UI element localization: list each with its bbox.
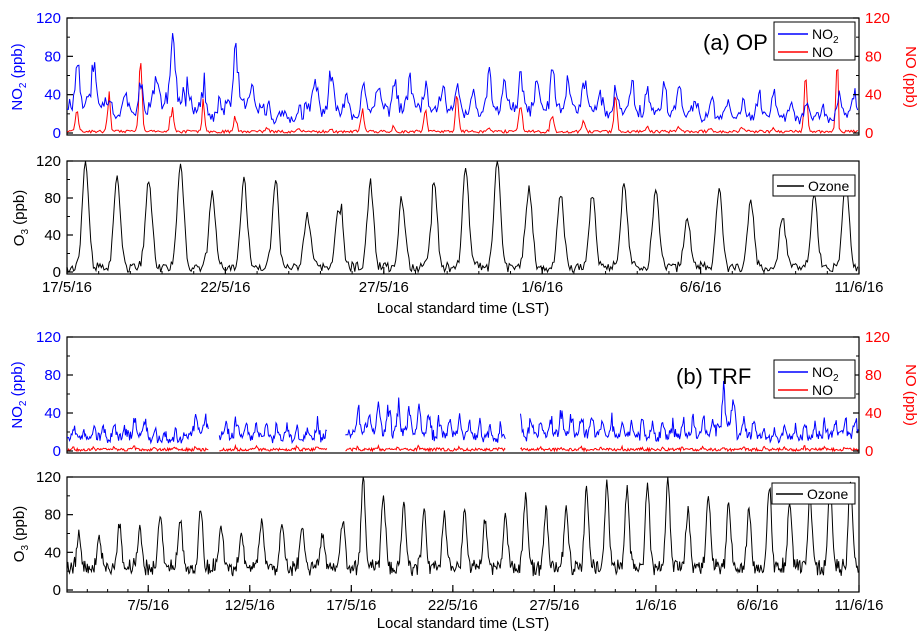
y-tick-label: 80: [44, 48, 61, 65]
y-tick-label: 0: [865, 443, 873, 460]
y-axis-right-ticks: 0 40 80 120: [853, 10, 890, 142]
panel-b-bottom: 0 40 80 120 7/5/16 12/5/16 17/5/16 22/5/16 27/5…: [11, 469, 883, 632]
y-tick-label: 80: [44, 190, 61, 207]
plot-frame: [66, 17, 860, 136]
y-tick-label: 0: [865, 125, 873, 142]
y-tick-label: 120: [865, 329, 890, 346]
y-tick-label: 0: [53, 582, 61, 599]
x-tick-label: 12/5/16: [225, 597, 275, 614]
ozone-series-line: [67, 477, 859, 577]
y-axis-label-left: NO2 (ppb): [9, 43, 29, 110]
legend-label-ozone: Ozone: [807, 486, 848, 502]
y-tick-label: 40: [44, 405, 61, 422]
no-series-line: [67, 443, 859, 453]
y-tick-label: 80: [865, 48, 882, 65]
legend: Ozone: [771, 482, 856, 505]
x-tick-label: 1/6/16: [521, 279, 563, 296]
x-axis-ticks: 17/5/16 22/5/16 27/5/16 1/6/16 6/6/16 11/6/16: [42, 267, 883, 296]
y-tick-label: 40: [44, 227, 61, 244]
x-tick-label: 27/5/16: [529, 597, 579, 614]
y-tick-label: 120: [36, 153, 61, 170]
x-tick-label: 17/5/16: [326, 597, 376, 614]
x-tick-label: 17/5/16: [42, 279, 92, 296]
legend-label-no2: NO2: [812, 364, 839, 384]
y-tick-label: 120: [36, 469, 61, 486]
x-tick-label: 22/5/16: [428, 597, 478, 614]
y-axis-label-left: NO2 (ppb): [9, 361, 29, 428]
x-tick-label: 11/6/16: [835, 279, 884, 296]
plot-frame: [66, 476, 860, 593]
no-series-line: [67, 63, 858, 135]
x-tick-label: 6/6/16: [680, 279, 722, 296]
panel-a-bottom: 0 40 80 120 17/5/16 22/5/16 27/5/16 1/6/16 6/6/…: [11, 153, 883, 317]
y-tick-label: 40: [865, 87, 882, 104]
x-tick-label: 1/6/16: [635, 597, 677, 614]
legend-box: [773, 359, 856, 399]
y-tick-label: 120: [865, 10, 890, 27]
y-tick-label: 80: [44, 367, 61, 384]
legend-box: [771, 482, 856, 505]
x-axis-label: Local standard time (LST): [377, 300, 550, 317]
panel-label: (b) TRF: [676, 364, 751, 389]
x-tick-label: 22/5/16: [200, 279, 250, 296]
panel-b-top: 0 40 80 120 0 40 80 120 NO2 (ppb) NO (ppb) (b)…: [9, 329, 919, 460]
x-axis-ticks: 7/5/16 12/5/16 17/5/16 22/5/16 27/5/16 1/6/16…: [66, 585, 884, 614]
no2-series-line: [67, 380, 859, 445]
x-tick-label: 11/6/16: [835, 597, 884, 614]
legend-box: [773, 21, 856, 61]
plot-frame: [66, 160, 860, 275]
legend-label-no2: NO2: [812, 26, 839, 46]
x-tick-label: 6/6/16: [737, 597, 779, 614]
legend-label-ozone: Ozone: [808, 178, 849, 194]
x-axis-label: Local standard time (LST): [377, 615, 550, 632]
y-tick-label: 40: [44, 87, 61, 104]
y-tick-label: 0: [53, 264, 61, 281]
legend-label-no: NO: [812, 382, 833, 398]
y-axis-right-ticks: 0 40 80 120: [853, 329, 890, 460]
no2-series-line: [67, 33, 859, 125]
y-tick-label: 120: [36, 329, 61, 346]
y-tick-label: 40: [44, 544, 61, 561]
y-tick-label: 80: [44, 507, 61, 524]
y-axis-ticks: 0 40 80 120: [36, 469, 73, 599]
y-tick-label: 0: [53, 443, 61, 460]
y-axis-label: O3 (ppb): [11, 190, 31, 246]
x-tick-label: 27/5/16: [359, 279, 409, 296]
y-axis-left-ticks: 0 40 80 120: [36, 329, 73, 460]
y-tick-label: 40: [865, 405, 882, 422]
y-axis-left-ticks: 0 40 80 120: [36, 10, 73, 142]
legend-label-no: NO: [812, 44, 833, 60]
legend: NO2 NO: [773, 359, 856, 399]
legend: NO2 NO: [773, 21, 856, 61]
y-tick-label: 80: [865, 367, 882, 384]
legend: Ozone: [772, 174, 856, 197]
y-tick-label: 0: [53, 125, 61, 142]
y-axis-label-right: NO (ppb): [902, 364, 919, 426]
panel-a-top: 0 40 80 120 0 40 80 120 NO2 (ppb) NO (ppb) (a)…: [9, 10, 919, 142]
legend-box: [772, 174, 856, 197]
y-axis-label: O3 (ppb): [11, 506, 31, 562]
y-axis-label-right: NO (ppb): [902, 46, 919, 108]
y-tick-label: 120: [36, 10, 61, 27]
x-tick-label: 7/5/16: [127, 597, 169, 614]
panel-label: (a) OP: [703, 30, 768, 55]
y-axis-ticks: 0 40 80 120: [36, 153, 73, 281]
ozone-series-line: [67, 161, 859, 274]
plot-frame: [66, 336, 860, 454]
